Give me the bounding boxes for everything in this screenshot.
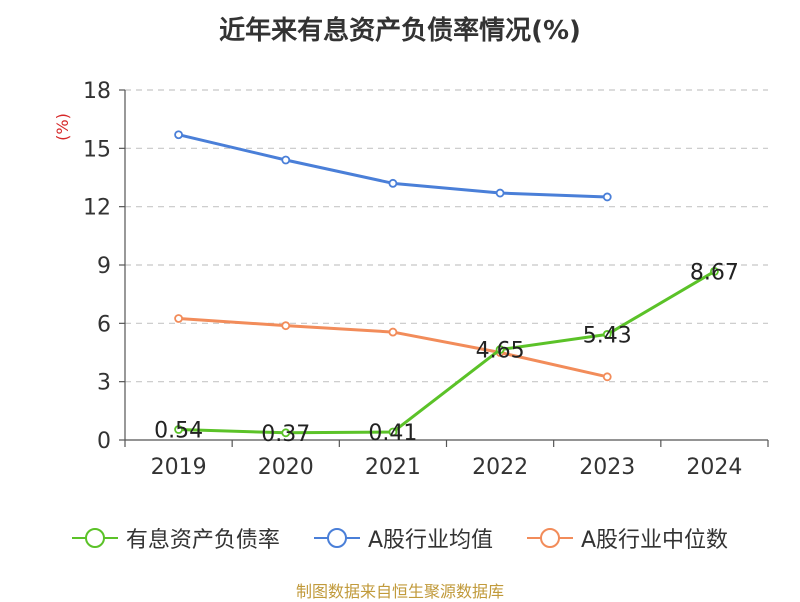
y-tick-label: 0	[97, 429, 111, 454]
legend-item: A股行业中位数	[527, 522, 728, 554]
legend-swatch-icon	[313, 528, 360, 548]
legend-label: A股行业中位数	[581, 528, 729, 553]
data-point	[388, 327, 398, 337]
y-axis-label: (%)	[53, 113, 72, 141]
data-point	[602, 330, 612, 339]
x-tick-label: 2019	[151, 455, 207, 480]
y-tick-label: 9	[97, 254, 111, 279]
x-tick-label: 2024	[686, 455, 742, 480]
data-point	[602, 192, 612, 202]
data-point	[174, 425, 183, 434]
data-point	[281, 155, 291, 165]
data-point	[281, 321, 291, 331]
x-tick-label: 2021	[365, 455, 421, 480]
data-point	[495, 345, 505, 354]
x-tick-label: 2020	[258, 455, 314, 480]
data-point	[281, 428, 291, 438]
y-tick-label: 6	[97, 312, 111, 337]
data-point	[602, 372, 612, 382]
data-label: 4.65	[476, 339, 525, 364]
legend-label: 有息资产负债率	[125, 528, 280, 553]
legend-item: 有息资产负债率	[71, 522, 280, 554]
data-label: 5.43	[583, 323, 632, 348]
y-tick-label: 15	[83, 137, 111, 162]
data-label: 0.54	[154, 419, 203, 444]
data-point	[388, 427, 398, 437]
source-footer: 制图数据来自恒生聚源数据库	[295, 582, 504, 601]
data-label: 8.67	[690, 260, 739, 285]
series	[174, 130, 719, 438]
data-point	[174, 314, 183, 323]
data-point	[174, 130, 183, 140]
x-tick-label: 2023	[579, 455, 635, 480]
x-tick-label: 2022	[472, 455, 528, 480]
series-line	[178, 316, 608, 379]
legend-label: A股行业均值	[367, 528, 493, 553]
y-tick-label: 18	[83, 79, 111, 104]
series-line	[178, 270, 716, 435]
y-tick-label: 12	[83, 196, 111, 221]
chart-title: 近年来有息资产负债率情况(%)	[219, 16, 581, 46]
data-labels: 0.54 0.37 0.41 4.65 5.43 8.67	[154, 260, 739, 446]
legend-item: A股行业均值	[313, 522, 493, 554]
data-point	[388, 178, 398, 188]
legend-swatch-icon	[71, 528, 118, 548]
data-point	[710, 267, 719, 276]
data-point	[495, 188, 505, 198]
data-label: 0.41	[368, 421, 417, 446]
legend-swatch-icon	[527, 528, 573, 548]
data-label: 0.37	[261, 422, 310, 447]
y-tick-label: 3	[97, 371, 111, 396]
grid-lines	[125, 89, 768, 383]
axes: 0 3 6 9 12 15 18 2019 2020 2021 2022 2023 2024	[83, 79, 769, 480]
legend: 有息资产负债率 A股行业均值 A股行业中位数	[0, 518, 800, 558]
